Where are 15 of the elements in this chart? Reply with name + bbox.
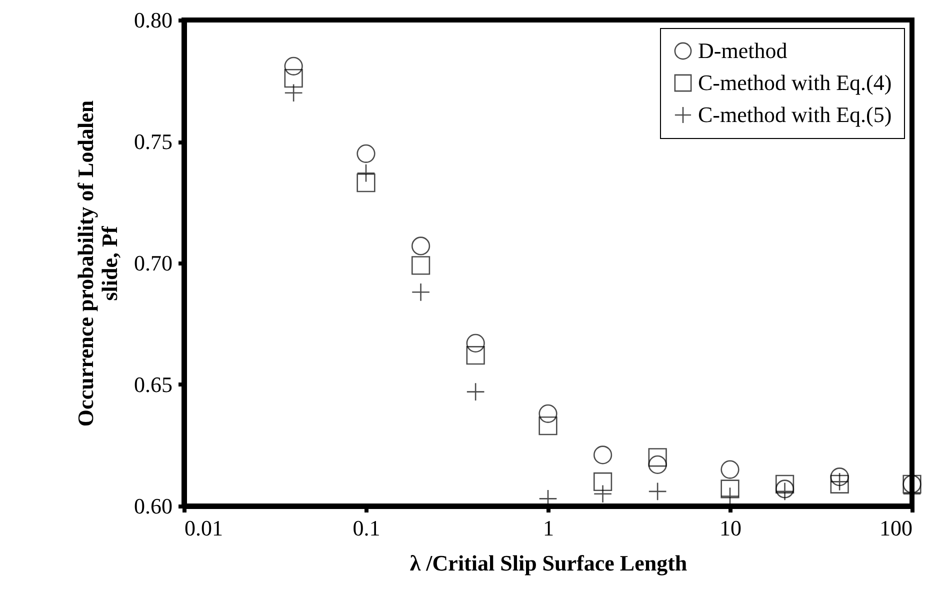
legend-label: D-method: [698, 38, 788, 63]
legend-label: C-method with Eq.(4): [698, 70, 892, 95]
x-tick-label: 1: [543, 516, 554, 540]
x-axis-title: λ /Critial Slip Surface Length: [410, 550, 688, 576]
legend-label: C-method with Eq.(5): [698, 102, 892, 127]
x-tick-label: 10: [720, 516, 742, 540]
x-tick-label: 0.1: [352, 516, 380, 540]
y-tick-label: 0.75: [134, 129, 172, 154]
x-tick-label: 100: [880, 516, 912, 540]
y-tick-label: 0.70: [134, 250, 172, 276]
y-tick-label: 0.65: [134, 372, 172, 397]
x-tick-label: 0.01: [184, 516, 223, 540]
y-axis-title: Occurrence probability of Lodalen slide, Pf: [73, 100, 122, 427]
y-tick-label: 0.80: [134, 8, 172, 32]
y-tick-label: 0.60: [134, 494, 172, 518]
